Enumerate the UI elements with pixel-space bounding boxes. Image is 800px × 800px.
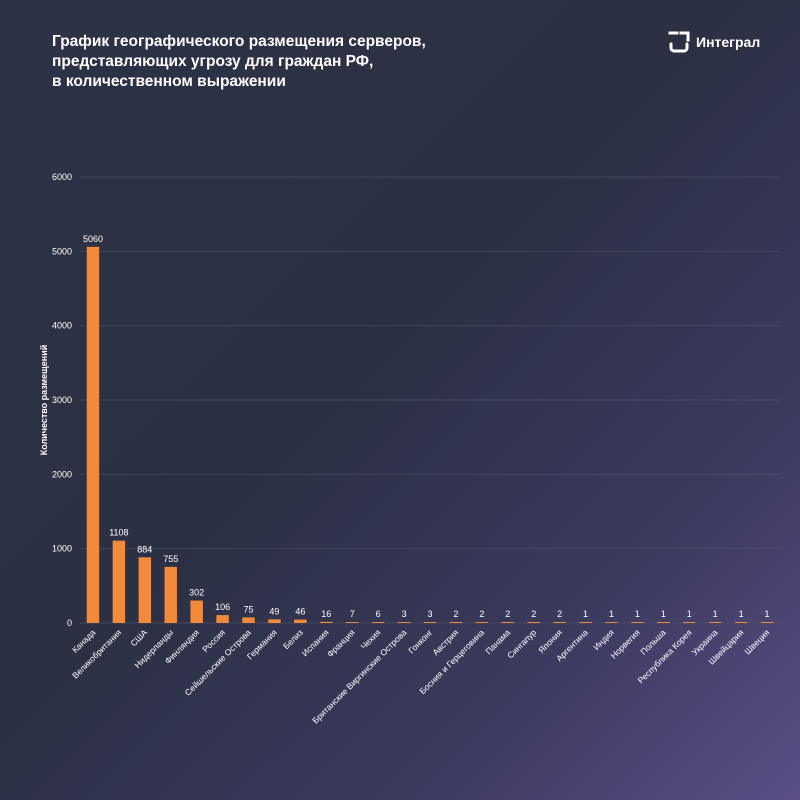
bar-21 xyxy=(631,622,644,623)
bar-12 xyxy=(397,622,411,623)
category-label-1: Великобритания xyxy=(70,627,124,681)
brand-logo: Интеграл xyxy=(668,30,760,54)
value-label-24: 1 xyxy=(713,609,718,619)
bar-7 xyxy=(268,619,281,623)
value-label-23: 1 xyxy=(687,609,692,619)
value-label-14: 2 xyxy=(453,609,458,619)
bar-2 xyxy=(138,557,152,623)
bar-22 xyxy=(657,622,670,623)
bar-17 xyxy=(527,622,540,623)
y-tick-label-1: 1000 xyxy=(52,544,72,554)
category-label-11: Чехия xyxy=(359,627,383,651)
bar-4 xyxy=(190,600,203,623)
bar-0 xyxy=(86,246,100,623)
bar-1 xyxy=(112,540,126,623)
value-label-19: 1 xyxy=(583,609,588,619)
value-label-13: 3 xyxy=(427,609,432,619)
bar-14 xyxy=(449,622,463,623)
value-label-8: 46 xyxy=(295,607,305,617)
value-label-21: 1 xyxy=(635,609,640,619)
value-label-2: 884 xyxy=(137,544,152,554)
category-label-26: Швеция xyxy=(742,627,771,656)
value-label-0: 5060 xyxy=(83,234,103,244)
bar-11 xyxy=(371,622,385,623)
bar-18 xyxy=(553,622,566,623)
value-label-5: 106 xyxy=(215,602,230,612)
bar-3 xyxy=(164,566,177,623)
value-label-1: 1108 xyxy=(109,528,128,538)
bar-24 xyxy=(708,622,722,623)
value-label-7: 49 xyxy=(269,606,279,616)
value-label-11: 6 xyxy=(376,609,381,619)
bar-25 xyxy=(734,622,748,623)
value-label-4: 302 xyxy=(189,588,204,598)
value-label-6: 75 xyxy=(244,604,254,614)
integral-logo-icon xyxy=(668,31,690,53)
y-tick-label-5: 5000 xyxy=(52,246,72,256)
bar-20 xyxy=(605,622,618,623)
y-tick-label-0: 0 xyxy=(67,618,72,628)
value-label-22: 1 xyxy=(661,609,666,619)
brand-name: Интеграл xyxy=(696,34,761,50)
value-label-17: 2 xyxy=(531,609,536,619)
value-label-3: 755 xyxy=(163,554,178,564)
bar-9 xyxy=(320,621,333,623)
value-label-20: 1 xyxy=(609,609,614,619)
bar-26 xyxy=(760,622,774,623)
chart-title-line-2: представляющих угрозу для граждан РФ, xyxy=(52,53,374,70)
value-label-10: 7 xyxy=(350,609,355,619)
chart-title: График географического размещения сервер… xyxy=(52,32,572,92)
bar-23 xyxy=(683,622,696,623)
bar-13 xyxy=(423,622,437,623)
value-label-16: 2 xyxy=(505,609,510,619)
bar-8 xyxy=(294,619,307,623)
category-label-8: Белиз xyxy=(281,627,305,651)
y-tick-label-4: 4000 xyxy=(52,321,72,331)
bar-16 xyxy=(501,622,514,623)
y-axis-label: Количество размещений xyxy=(39,345,49,456)
chart-title-line-3: в количественном выражении xyxy=(52,73,286,90)
category-label-12: Британские Виргинские Острова xyxy=(310,627,408,725)
value-label-15: 2 xyxy=(479,609,484,619)
chart-title-line-1: График географического размещения сервер… xyxy=(52,33,426,50)
value-label-25: 1 xyxy=(739,609,744,619)
y-tick-label-2: 2000 xyxy=(52,469,72,479)
value-label-18: 2 xyxy=(557,609,562,619)
bar-19 xyxy=(579,622,592,623)
category-label-2: США xyxy=(128,627,149,648)
category-label-10: Франция xyxy=(325,627,357,659)
value-label-26: 1 xyxy=(765,609,770,619)
bar-15 xyxy=(475,622,489,623)
y-tick-label-3: 3000 xyxy=(52,395,72,405)
bar-10 xyxy=(346,622,359,623)
bar-5 xyxy=(216,615,229,623)
y-tick-label-6: 6000 xyxy=(52,172,72,182)
category-label-17: Сингапур xyxy=(505,627,538,660)
value-label-12: 3 xyxy=(402,609,407,619)
bar-6 xyxy=(242,617,255,623)
value-label-9: 16 xyxy=(321,609,331,619)
